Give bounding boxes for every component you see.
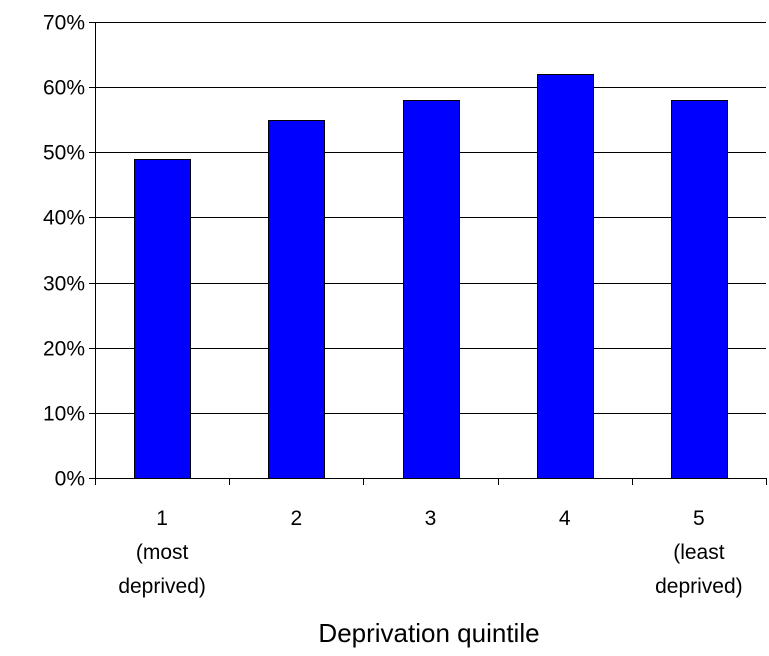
x-tick-label: 2 (290, 507, 302, 530)
x-tick-label-line: 2 (290, 507, 302, 530)
x-tick-label: 5 (least deprived) (655, 507, 743, 598)
bar-3 (403, 100, 460, 479)
y-tick-label: 70% (43, 12, 85, 35)
x-tick-label-line: 3 (425, 507, 437, 530)
y-tick-label: 30% (43, 273, 85, 296)
y-tick-label: 20% (43, 338, 85, 361)
x-tick-label: 3 (425, 507, 437, 530)
x-tick-label-line: 4 (559, 507, 571, 530)
x-tick-label-line: 1 (156, 507, 168, 530)
bar-1 (134, 159, 191, 479)
x-tick-label-line: deprived) (118, 575, 206, 598)
axes (89, 22, 767, 485)
y-tick-labels: 0% 10% 20% 30% 40% 50% 60% 70% (43, 12, 85, 491)
bar-5 (671, 100, 728, 479)
y-tick-label: 40% (43, 207, 85, 230)
x-tick-label: 4 (559, 507, 571, 530)
bar-4 (537, 74, 594, 479)
y-tick-label: 10% (43, 403, 85, 426)
x-tick-label-line: deprived) (655, 575, 743, 598)
y-tick-label: 0% (55, 468, 85, 491)
x-tick-labels: 1 (most deprived) 2 3 4 5 (least deprived) (118, 507, 742, 598)
x-tick-label: 1 (most deprived) (118, 507, 206, 598)
y-tick-label: 60% (43, 77, 85, 100)
bars (134, 74, 728, 479)
y-tick-label: 50% (43, 142, 85, 165)
bar-2 (268, 120, 325, 479)
x-tick-label-line: (least (673, 541, 725, 564)
x-axis-title: Deprivation quintile (318, 618, 539, 648)
x-tick-label-line: 5 (693, 507, 705, 530)
x-tick-label-line: (most (136, 541, 189, 564)
